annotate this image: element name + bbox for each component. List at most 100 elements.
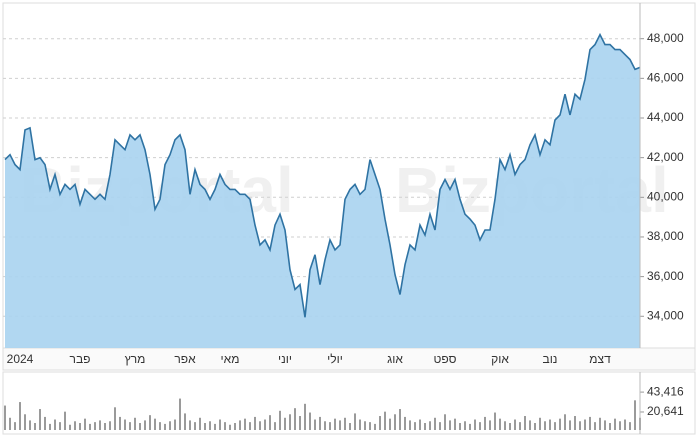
y-tick-label: 42,000 bbox=[647, 150, 684, 164]
volume-bar bbox=[49, 423, 51, 430]
volume-bar bbox=[434, 417, 436, 430]
volume-bar bbox=[274, 422, 276, 430]
volume-bar bbox=[154, 418, 156, 430]
volume-bar bbox=[239, 420, 241, 430]
volume-bar bbox=[329, 422, 331, 430]
volume-bar bbox=[479, 422, 481, 430]
volume-bar bbox=[139, 423, 141, 430]
volume-bar bbox=[414, 422, 416, 430]
x-tick-label: דצמ bbox=[589, 352, 611, 366]
volume-bar bbox=[629, 422, 631, 430]
volume-bar bbox=[604, 420, 606, 430]
volume-bar bbox=[224, 422, 226, 430]
volume-bar bbox=[384, 411, 386, 430]
volume-bar bbox=[529, 420, 531, 430]
volume-bar bbox=[464, 421, 466, 430]
volume-bar bbox=[119, 416, 121, 430]
volume-bar bbox=[44, 416, 46, 430]
volume-bar bbox=[9, 417, 11, 430]
volume-bar bbox=[469, 423, 471, 430]
volume-bar bbox=[74, 421, 76, 430]
volume-bar bbox=[544, 421, 546, 430]
volume-bar bbox=[509, 423, 511, 430]
volume-bar bbox=[569, 420, 571, 430]
volume-bar bbox=[584, 419, 586, 430]
y-tick-label: 20,641 bbox=[647, 404, 684, 418]
volume-bar bbox=[439, 422, 441, 430]
volume-bar bbox=[164, 423, 166, 430]
volume-bar bbox=[534, 423, 536, 430]
volume-bar bbox=[594, 422, 596, 430]
volume-bar bbox=[204, 423, 206, 430]
volume-bar bbox=[614, 418, 616, 430]
volume-bar bbox=[64, 411, 66, 430]
volume-bar bbox=[109, 421, 111, 430]
volume-bar bbox=[184, 413, 186, 430]
x-tick-label: ספט bbox=[434, 352, 457, 366]
volume-bar bbox=[609, 423, 611, 430]
volume-bar bbox=[589, 416, 591, 430]
volume-bar bbox=[319, 416, 321, 430]
volume-bar bbox=[389, 418, 391, 430]
volume-bar bbox=[364, 421, 366, 430]
volume-bar bbox=[549, 419, 551, 430]
y-tick-label: 36,000 bbox=[647, 269, 684, 283]
y-tick-label: 48,000 bbox=[647, 31, 684, 45]
x-tick-label: מרץ bbox=[125, 352, 146, 366]
volume-bar bbox=[304, 403, 306, 430]
y-tick-label: 46,000 bbox=[647, 71, 684, 85]
volume-bar bbox=[269, 415, 271, 430]
volume-bar bbox=[574, 416, 576, 430]
x-tick-label: אפר bbox=[174, 352, 196, 366]
volume-bar bbox=[39, 409, 41, 430]
volume-bar bbox=[19, 402, 21, 430]
volume-bar bbox=[309, 412, 311, 430]
volume-bar bbox=[4, 405, 6, 430]
y-tick-label: 40,000 bbox=[647, 189, 684, 203]
volume-bar bbox=[449, 420, 451, 430]
x-tick-label: אוק bbox=[491, 352, 509, 366]
volume-bar bbox=[69, 424, 71, 430]
volume-bar bbox=[284, 417, 286, 430]
volume-bar bbox=[554, 422, 556, 430]
volume-bar bbox=[234, 423, 236, 430]
volume-bar bbox=[94, 422, 96, 430]
volume-bar bbox=[429, 421, 431, 430]
volume-bar bbox=[114, 407, 116, 430]
y-tick-label: 44,000 bbox=[647, 110, 684, 124]
volume-bar bbox=[79, 423, 81, 430]
volume-bar bbox=[144, 420, 146, 430]
volume-bar bbox=[129, 422, 131, 430]
volume-bar bbox=[104, 423, 106, 430]
volume-bar bbox=[524, 416, 526, 430]
volume-bar bbox=[324, 421, 326, 430]
y-tick-label: 43,416 bbox=[647, 384, 684, 398]
y-tick-label: 38,000 bbox=[647, 229, 684, 243]
x-tick-label: אוג bbox=[387, 352, 403, 366]
volume-bar bbox=[89, 423, 91, 430]
volume-bar bbox=[539, 417, 541, 430]
volume-bar bbox=[489, 420, 491, 430]
volume-bar bbox=[374, 423, 376, 430]
volume-bar bbox=[59, 422, 61, 430]
volume-bar bbox=[394, 414, 396, 430]
x-tick-label: מאי bbox=[221, 352, 240, 366]
volume-bar bbox=[484, 416, 486, 430]
volume-bar bbox=[294, 408, 296, 430]
volume-bar bbox=[379, 416, 381, 430]
volume-bar bbox=[279, 410, 281, 430]
volume-bar bbox=[334, 418, 336, 430]
volume-bar bbox=[369, 422, 371, 430]
volume-bar bbox=[194, 422, 196, 430]
volume-bar bbox=[599, 417, 601, 430]
volume-bar bbox=[229, 424, 231, 430]
volume-bar bbox=[494, 412, 496, 430]
volume-bar bbox=[24, 414, 26, 430]
volume-bar bbox=[244, 418, 246, 430]
volume-bar bbox=[619, 421, 621, 430]
volume-bar bbox=[289, 414, 291, 430]
volume-bar bbox=[264, 419, 266, 430]
x-tick-label: יוני bbox=[278, 352, 292, 366]
volume-bar bbox=[499, 418, 501, 430]
